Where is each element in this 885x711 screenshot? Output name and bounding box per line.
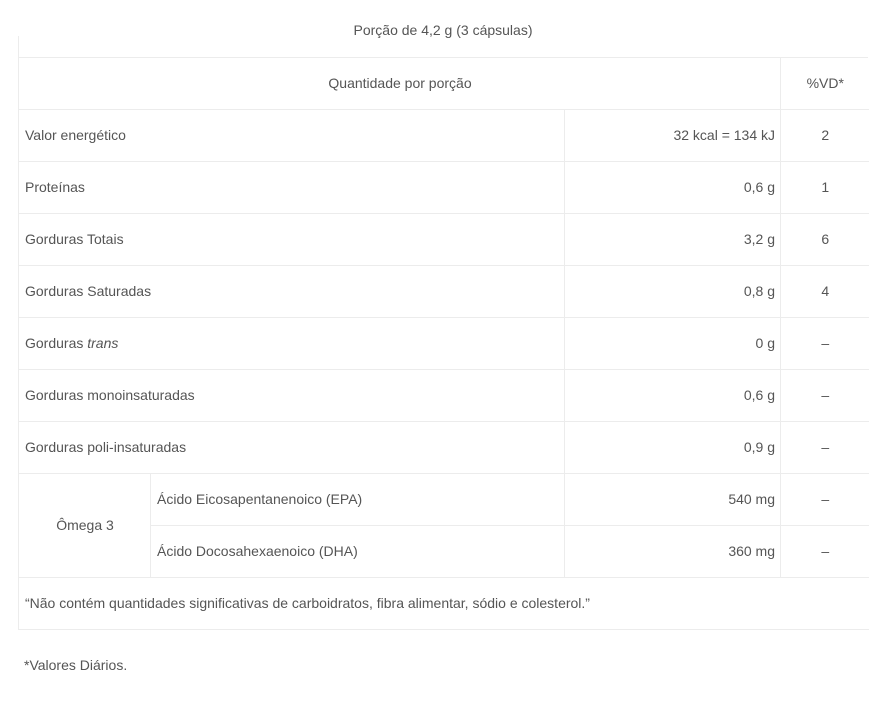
- daily-values-footnote: *Valores Diários.: [24, 657, 128, 673]
- nutrient-amount: 3,2 g: [563, 213, 781, 266]
- nutrient-label: Gorduras poli-insaturadas: [18, 421, 565, 474]
- nutrient-vd: 4: [780, 265, 869, 318]
- nutrient-amount: 360 mg: [563, 525, 781, 578]
- table-row: Gorduras trans 0 g –: [18, 317, 869, 370]
- nutrient-label: Gorduras Saturadas: [18, 265, 565, 318]
- nutrient-vd: –: [780, 525, 869, 578]
- table-row: Gorduras monoinsaturadas 0,6 g –: [18, 369, 869, 422]
- nutrient-vd: –: [780, 421, 869, 474]
- nutrient-label: Proteínas: [18, 161, 565, 214]
- nutrient-amount: 540 mg: [563, 473, 781, 526]
- table-note-row: “Não contém quantidades significativas d…: [17, 577, 869, 630]
- nutrient-vd: –: [780, 317, 869, 370]
- nutrient-amount: 0,6 g: [563, 161, 781, 214]
- omega-group-label: Ômega 3: [18, 473, 151, 578]
- nutrient-label: Valor energético: [18, 109, 565, 162]
- nutrient-label: Gorduras Totais: [18, 213, 565, 266]
- table-row: Gorduras Totais 3,2 g 6: [18, 213, 869, 266]
- nutrient-vd: 1: [780, 161, 869, 214]
- nutrient-amount: 32 kcal = 134 kJ: [563, 109, 781, 162]
- table-row: Ômega 3 Ácido Eicosapentanenoico (EPA) 5…: [18, 473, 869, 578]
- header-vd: %VD*: [780, 57, 869, 110]
- nutrient-amount: 0,8 g: [563, 265, 781, 318]
- table-row: Gorduras poli-insaturadas 0,9 g –: [18, 421, 869, 474]
- nutrient-amount: 0 g: [563, 317, 781, 370]
- nutrient-amount: 0,9 g: [563, 421, 781, 474]
- table-note: “Não contém quantidades significativas d…: [17, 577, 869, 630]
- nutrient-vd: –: [780, 369, 869, 422]
- nutrient-label: Gorduras trans: [18, 317, 565, 370]
- nutrient-label-italic: trans: [87, 335, 119, 351]
- nutrient-vd: 2: [780, 109, 869, 162]
- nutrient-label: Ácido Eicosapentanenoico (EPA): [150, 473, 565, 526]
- nutrient-label: Ácido Docosahexaenoico (DHA): [150, 525, 565, 578]
- nutrition-table: Quantidade por porção %VD* Valor energét…: [17, 57, 869, 630]
- header-quantity: Quantidade por porção: [17, 57, 781, 110]
- table-row: Valor energético 32 kcal = 134 kJ 2: [18, 109, 869, 162]
- table-row: Proteínas 0,6 g 1: [18, 161, 869, 214]
- nutrient-label: Gorduras monoinsaturadas: [18, 369, 565, 422]
- portion-caption: Porção de 4,2 g (3 cápsulas): [18, 0, 868, 58]
- caption-divider: [18, 36, 19, 57]
- nutrient-vd: 6: [780, 213, 869, 266]
- table-header-row: Quantidade por porção %VD*: [17, 57, 869, 110]
- nutrient-label-prefix: Gorduras: [25, 335, 88, 351]
- nutrient-vd: –: [780, 473, 869, 526]
- nutrient-amount: 0,6 g: [563, 369, 781, 422]
- table-row: Gorduras Saturadas 0,8 g 4: [18, 265, 869, 318]
- table-row: Ácido Docosahexaenoico (DHA) 360 mg –: [19, 525, 869, 578]
